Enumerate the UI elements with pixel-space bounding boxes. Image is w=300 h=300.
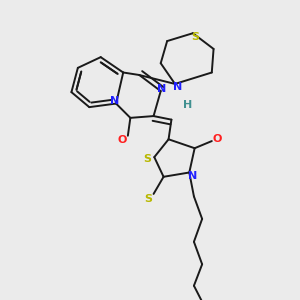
Text: O: O — [212, 134, 222, 144]
Text: S: S — [143, 154, 151, 164]
Text: N: N — [110, 96, 120, 106]
Text: H: H — [182, 100, 192, 110]
Text: O: O — [118, 135, 127, 145]
Text: N: N — [188, 171, 197, 181]
Text: N: N — [157, 84, 167, 94]
Text: S: S — [144, 194, 152, 204]
Text: S: S — [191, 32, 199, 43]
Text: N: N — [172, 82, 182, 92]
